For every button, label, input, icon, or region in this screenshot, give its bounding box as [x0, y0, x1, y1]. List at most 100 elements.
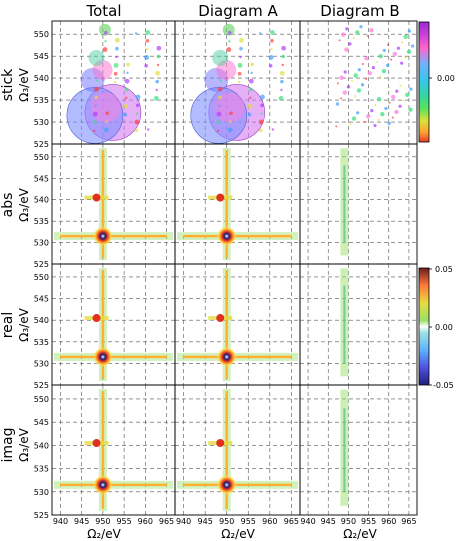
stick-dot [390, 58, 393, 61]
stick-dot [147, 128, 150, 131]
stick-dot [408, 107, 413, 112]
stick-dot [352, 37, 355, 40]
stick-dot [342, 90, 347, 95]
stick-dot [103, 127, 109, 133]
main-peak [92, 346, 113, 367]
y-tick-label: 540 [34, 441, 49, 450]
y-tick-label: 550 [34, 395, 49, 404]
stick-dot [113, 71, 118, 76]
stick-dot [249, 96, 252, 100]
stick-dot [134, 119, 140, 125]
stick-dot [268, 64, 273, 68]
stick-dot [156, 63, 160, 67]
stick-circle [222, 23, 235, 36]
y-tick-label: 545 [34, 418, 49, 427]
panel-frame [174, 143, 301, 265]
stick-dot [345, 27, 349, 31]
main-peak [216, 346, 237, 367]
y-tick-label: 540 [34, 316, 49, 325]
stick-dot [356, 88, 362, 93]
stick-dot [270, 47, 273, 51]
stick-dot [379, 75, 382, 78]
x-tick-label: 945 [198, 517, 213, 526]
stick-dot [371, 65, 376, 70]
stick-dot [361, 63, 364, 66]
stick-dot [377, 118, 380, 121]
stick-dot [93, 120, 97, 125]
stick-circle [88, 49, 105, 66]
panel-r2-c2 [299, 263, 418, 386]
x-axis-label-diagram-b: Ω₂/eV [343, 527, 377, 541]
stick-dot [365, 114, 371, 119]
stick-dot [281, 63, 284, 67]
stick-dot [104, 31, 108, 35]
stick-dot [354, 95, 357, 98]
y-tick-label: 535 [34, 338, 49, 347]
stick-dot [217, 86, 223, 92]
stick-dot [248, 78, 254, 84]
x-tick-label: 965 [401, 517, 416, 526]
stick-dot [126, 71, 129, 75]
y-tick-label: 545 [34, 295, 49, 304]
stick-dot [237, 71, 242, 76]
stick-dot [156, 54, 161, 59]
x-tick-label: 940 [300, 517, 315, 526]
stick-dot [404, 56, 407, 59]
stick-dot [394, 109, 399, 115]
stick-dot [238, 37, 244, 43]
stick-dot [343, 70, 347, 74]
stick-dot [94, 86, 99, 92]
stick-dot [384, 106, 388, 111]
stick-dot [407, 29, 411, 33]
stick-dot [145, 47, 149, 51]
panel-frame [299, 263, 418, 386]
y-tick-label: 530 [34, 239, 49, 248]
y-axis-label-row2: Ω₃/eV [17, 187, 31, 221]
stick-dot [280, 88, 283, 92]
panel-frame [51, 143, 176, 265]
stick-dot [392, 51, 398, 57]
stick-dot [409, 87, 413, 91]
stick-dot [340, 97, 343, 100]
panel-frame [174, 263, 301, 386]
colorbar-stick [418, 21, 430, 143]
stick-dot [378, 53, 383, 59]
stick-dot [124, 87, 129, 92]
stick-dot [124, 78, 130, 84]
x-tick-label: 960 [381, 517, 396, 526]
secondary-peak [92, 314, 101, 323]
stick-dot [395, 89, 399, 93]
x-axis-label-diagram-a: Ω₂/eV [221, 527, 255, 541]
stick-dot [113, 80, 117, 84]
stick-dot [219, 79, 222, 82]
stick-dot [153, 95, 159, 101]
stick-dot [381, 68, 387, 74]
stick-dot [125, 96, 128, 100]
stick-dot [155, 88, 158, 92]
x-tick-label: 940 [53, 517, 68, 526]
stick-dot [239, 55, 242, 59]
stick-dot [229, 111, 233, 116]
y-tick-label: 550 [34, 153, 49, 162]
x-tick-label: 950 [219, 517, 234, 526]
secondary-peak [92, 193, 101, 202]
stick-dot [403, 34, 408, 40]
stick-dot [237, 62, 243, 68]
stick-dot [340, 32, 346, 37]
stick-dot [104, 40, 107, 43]
y-tick-label: 525 [34, 511, 49, 520]
row-label-imag: imag [0, 428, 16, 463]
stick-dot [410, 44, 415, 48]
y-tick-label: 545 [34, 52, 49, 61]
stick-dot [238, 80, 241, 84]
y-tick-label: 550 [34, 273, 49, 282]
panel-frame [51, 263, 176, 386]
stick-dot [344, 47, 349, 52]
stick-dot [360, 83, 365, 87]
ridge-core-vertical [343, 165, 346, 243]
main-peak [216, 474, 237, 495]
stick-dot [278, 95, 284, 101]
stick-dot [367, 71, 372, 76]
col-title-diagram-b: Diagram B [320, 2, 399, 20]
